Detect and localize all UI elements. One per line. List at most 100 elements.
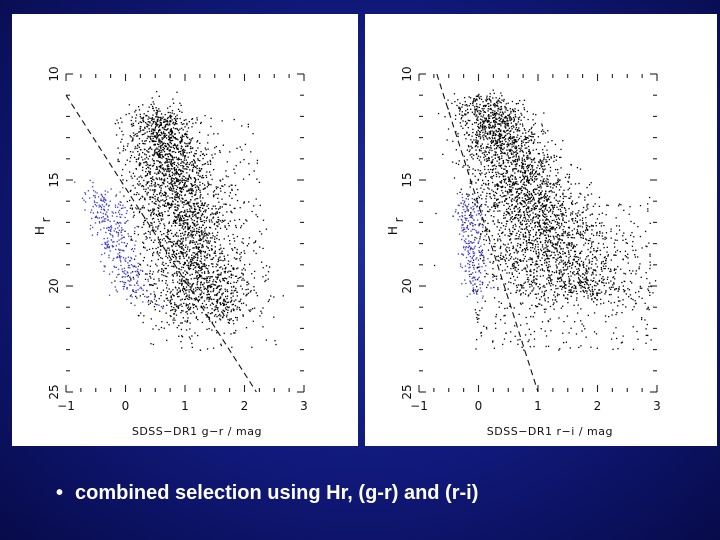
data-point (191, 169, 194, 171)
data-point (484, 129, 486, 131)
data-point (142, 129, 144, 131)
data-point (511, 194, 514, 196)
data-point (212, 195, 215, 198)
data-point (162, 204, 164, 206)
data-point (213, 284, 215, 286)
data-point (516, 286, 518, 289)
data-point (192, 215, 194, 218)
data-point (126, 200, 129, 203)
data-point (260, 233, 263, 235)
data-point (193, 291, 195, 293)
data-point (115, 194, 118, 196)
data-point (115, 289, 117, 291)
data-point (510, 292, 512, 294)
data-point (155, 263, 157, 265)
data-point (543, 169, 545, 171)
data-point (175, 216, 178, 218)
data-point (191, 192, 193, 194)
data-point (165, 282, 167, 284)
data-point (146, 194, 148, 196)
data-point (459, 122, 461, 124)
data-point (493, 216, 495, 218)
data-point (154, 129, 156, 132)
data-point (218, 219, 220, 221)
data-point (160, 122, 163, 124)
data-point (478, 197, 481, 199)
data-point (582, 206, 585, 209)
data-point (495, 173, 498, 176)
data-point (143, 221, 145, 224)
data-point (138, 165, 141, 167)
data-point (521, 179, 524, 181)
data-point (175, 188, 178, 191)
data-point (529, 175, 532, 177)
data-point (181, 219, 183, 221)
data-point (173, 147, 176, 150)
data-point (534, 193, 536, 195)
data-point (229, 220, 231, 222)
data-point (203, 163, 205, 165)
data-point (205, 267, 208, 269)
data-point (155, 214, 158, 216)
data-point (189, 338, 192, 340)
data-point (167, 128, 169, 130)
data-point (156, 168, 159, 170)
data-point (566, 173, 568, 176)
data-point (117, 122, 119, 124)
data-point (227, 306, 229, 309)
data-point (182, 252, 184, 254)
data-point (253, 270, 256, 273)
data-point (195, 271, 197, 274)
data-point (208, 249, 211, 252)
data-point (246, 284, 248, 286)
data-point (168, 161, 170, 163)
data-point (94, 216, 97, 218)
data-point (209, 312, 212, 315)
data-point (200, 150, 202, 153)
data-point (524, 251, 526, 253)
data-point (189, 267, 192, 270)
data-point (232, 308, 234, 310)
data-point (581, 226, 584, 228)
data-point (161, 184, 163, 186)
data-point (542, 215, 545, 218)
data-point (215, 186, 217, 188)
data-point (156, 198, 159, 200)
data-point (184, 227, 186, 229)
data-point (232, 249, 234, 251)
data-point (580, 308, 582, 310)
data-point (519, 149, 522, 151)
data-point (501, 115, 503, 118)
data-point (494, 121, 496, 124)
data-point (483, 182, 485, 185)
data-point (151, 273, 154, 275)
data-point (137, 106, 140, 108)
data-point (174, 128, 177, 130)
data-point (117, 227, 119, 229)
data-point (147, 299, 150, 302)
data-point (127, 272, 129, 274)
data-point (223, 298, 225, 300)
data-point (183, 179, 185, 181)
data-point (176, 192, 178, 194)
data-point (154, 239, 156, 241)
data-point (490, 107, 492, 110)
data-point (161, 182, 164, 184)
data-point (239, 258, 241, 260)
data-point (500, 182, 502, 184)
data-point (101, 253, 103, 256)
data-point (474, 112, 476, 114)
data-point (539, 232, 541, 234)
data-point (197, 178, 199, 181)
data-point (196, 203, 198, 205)
data-point (172, 184, 174, 187)
data-point (545, 159, 547, 161)
data-point (157, 207, 159, 209)
data-point (160, 177, 163, 180)
data-point (513, 143, 515, 145)
data-point (178, 324, 180, 327)
data-point (206, 216, 208, 218)
data-point (209, 159, 211, 162)
data-point (191, 211, 193, 213)
data-point (200, 282, 202, 284)
